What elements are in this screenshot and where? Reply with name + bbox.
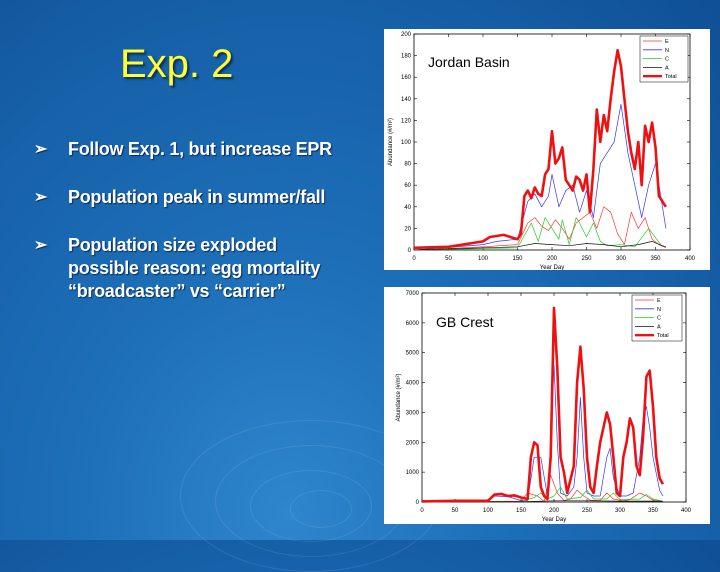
y-tick-label: 5000 (406, 351, 420, 357)
chart-title: GB Crest (436, 314, 494, 330)
chart-title: Jordan Basin (428, 54, 510, 70)
chart-jordan-basin-svg: 0 50 100 150 200 250 300 350 400 0 20 40 60 80 100 120 1… (388, 32, 696, 271)
y-tick-label: 80 (404, 162, 411, 168)
y-tick-label: 7000 (406, 291, 420, 297)
bullet-item: ➢ Population size exploded possible reas… (34, 234, 374, 303)
x-tick-label: 250 (582, 508, 593, 514)
x-tick-label: 400 (685, 256, 696, 262)
bullet-item: ➢ Population peak in summer/fall (34, 186, 374, 209)
y-tick-label: 6000 (406, 321, 420, 327)
slide-title: Exp. 2 (120, 42, 234, 86)
bullet-text: possible reason: egg mortality (68, 258, 321, 278)
x-tick-label: 200 (549, 508, 560, 514)
legend-label: A (657, 324, 661, 330)
x-tick-label: 150 (516, 508, 527, 514)
x-tick-label: 400 (681, 508, 692, 514)
y-tick-label: 200 (401, 32, 412, 38)
arrow-bullet-icon: ➢ (34, 189, 48, 206)
series-line-total (413, 48, 667, 250)
chart-jordan-basin: 0 50 100 150 200 250 300 350 400 0 20 40 60 80 100 120 1… (384, 29, 710, 271)
legend-label: Total (665, 74, 677, 80)
y-tick-label: 180 (401, 54, 412, 60)
legend-label: C (657, 316, 661, 322)
bullet-list: ➢ Follow Exp. 1, but increase EPR ➢ Popu… (34, 138, 374, 328)
y-tick-label: 1000 (406, 470, 420, 476)
series-line-c (421, 486, 663, 503)
x-tick-label: 50 (445, 256, 452, 262)
bullet-item: ➢ Follow Exp. 1, but increase EPR (34, 138, 374, 161)
legend-label: N (657, 307, 661, 313)
bullet-text: Follow Exp. 1, but increase EPR (68, 139, 332, 159)
legend-label: E (657, 298, 661, 304)
legend-label: Total (657, 333, 669, 339)
x-tick-label: 150 (512, 256, 523, 262)
y-tick-label: 60 (404, 183, 411, 189)
arrow-bullet-icon: ➢ (34, 141, 48, 158)
series-line-n (413, 103, 667, 251)
series-line-total (421, 306, 665, 503)
x-tick-label: 350 (650, 256, 661, 262)
bullet-text: “broadcaster” vs “carrier” (68, 281, 286, 301)
x-tick-label: 200 (547, 256, 558, 262)
background-swirl (290, 490, 352, 528)
x-tick-label: 100 (478, 256, 489, 262)
x-tick-label: 300 (616, 256, 627, 262)
legend-label: E (665, 39, 669, 45)
x-tick-label: 350 (648, 508, 659, 514)
series-line-e (413, 206, 667, 251)
x-tick-label: 50 (452, 508, 459, 514)
legend-label: A (665, 65, 669, 71)
x-tick-label: 0 (412, 256, 416, 262)
y-tick-label: 100 (401, 140, 412, 146)
y-tick-label: 140 (401, 97, 412, 103)
bullet-text: Population peak in summer/fall (68, 187, 326, 207)
y-tick-label: 3000 (406, 410, 420, 416)
x-tick-label: 100 (483, 508, 494, 514)
x-tick-label: 250 (581, 256, 592, 262)
y-axis-label: Abundance (#/m²) (388, 118, 394, 166)
series-line-n (421, 364, 664, 503)
y-tick-label: 0 (408, 248, 412, 254)
series-line-e (421, 474, 663, 503)
x-tick-label: 300 (615, 508, 626, 514)
bullet-text: Population size exploded (68, 235, 277, 255)
y-tick-label: 120 (401, 118, 412, 124)
y-tick-label: 0 (416, 500, 420, 506)
x-tick-label: 0 (420, 508, 424, 514)
series-line-a (413, 241, 667, 251)
chart-gb-crest: 0 50 100 150 200 250 300 350 400 0 1000 2000 3000 400… (384, 287, 710, 524)
y-tick-label: 40 (404, 205, 411, 211)
chart-gb-crest-svg: 0 50 100 150 200 250 300 350 4000100020003000400… (396, 291, 692, 523)
y-tick-label: 20 (404, 226, 411, 232)
arrow-bullet-icon: ➢ (34, 237, 48, 254)
x-axis-label: Year Day (540, 265, 564, 270)
series-line-c (413, 217, 663, 251)
legend-label: C (665, 57, 669, 63)
y-axis-label: Abundance (#/m²) (396, 373, 402, 421)
y-tick-label: 160 (401, 75, 412, 81)
y-tick-label: 2000 (406, 440, 420, 446)
legend-label: N (665, 48, 669, 54)
x-axis-label: Year Day (542, 517, 566, 523)
series-line-a (421, 500, 663, 503)
y-tick-label: 4000 (406, 381, 420, 387)
